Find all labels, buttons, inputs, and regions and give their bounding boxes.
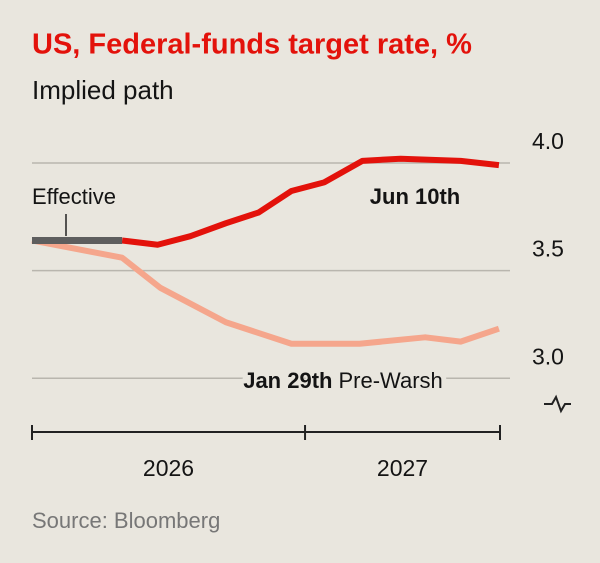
series-label: Jun 10th bbox=[370, 184, 460, 209]
series-line bbox=[121, 155, 500, 248]
chart-title: US, Federal-funds target rate, % bbox=[32, 29, 472, 61]
x-tick-label: 2027 bbox=[377, 455, 428, 481]
y-tick-label: 3.5 bbox=[532, 236, 564, 262]
series-name: Jan 29th bbox=[243, 368, 332, 393]
y-tick-label: 4.0 bbox=[532, 128, 564, 154]
x-tick-label: 2026 bbox=[143, 455, 194, 481]
source: Source: Bloomberg bbox=[32, 508, 220, 533]
y-tick-label: 3.0 bbox=[532, 343, 564, 369]
series-line bbox=[31, 237, 500, 347]
series-label: Effective bbox=[32, 184, 116, 209]
series-label: Jan 29th Pre-Warsh bbox=[243, 368, 443, 393]
axis-break bbox=[544, 394, 571, 414]
series-annotation: Pre-Warsh bbox=[338, 368, 442, 393]
chart-subtitle: Implied path bbox=[32, 75, 174, 105]
